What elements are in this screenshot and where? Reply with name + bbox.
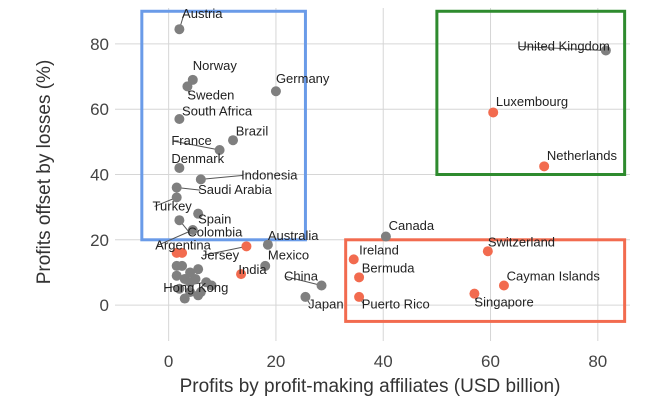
data-point (193, 208, 204, 219)
point-label: Sweden (187, 87, 234, 102)
point-label: Indonesia (241, 167, 298, 182)
point-label: South Africa (182, 104, 253, 119)
point-label: Saudi Arabia (198, 182, 272, 197)
point-label: Argentina (155, 238, 211, 253)
data-points (171, 24, 611, 304)
data-point (488, 107, 499, 118)
top-left-box (140, 9, 307, 242)
data-point (174, 215, 185, 226)
data-point (187, 225, 198, 235)
x-tick-label: 80 (588, 352, 607, 371)
point-label: Austria (182, 6, 223, 21)
point-label: Japan (308, 296, 343, 311)
data-point (262, 239, 273, 250)
data-point (380, 231, 391, 242)
y-axis-label: Profits offset by losses (%) (34, 60, 55, 285)
data-point (195, 174, 206, 185)
label-leader-line (157, 229, 193, 247)
point-label: Turkey (153, 198, 193, 213)
y-tick-label: 20 (90, 231, 109, 250)
data-point (171, 192, 182, 203)
x-tick-label: 20 (266, 352, 285, 371)
point-labels: Austria Norway Sweden Germany South Africa Br… (153, 6, 618, 312)
bottom-right-box (344, 238, 627, 323)
point-label: Canada (389, 218, 435, 233)
data-point (354, 272, 365, 283)
point-label: Puerto Rico (362, 296, 430, 311)
point-label: Ireland (359, 242, 399, 257)
data-point (214, 145, 225, 156)
point-label: Cayman Islands (507, 269, 601, 284)
tick-labels: 0 20 40 60 80 0 20 40 60 80 (90, 35, 607, 371)
data-point (300, 291, 311, 302)
data-point (171, 270, 182, 281)
y-tick-label: 0 (100, 296, 109, 315)
label-leader-line (200, 174, 244, 180)
x-tick-label: 60 (481, 352, 500, 371)
point-label: Norway (193, 58, 238, 73)
point-label: Colombia (187, 225, 243, 240)
data-point (171, 182, 182, 193)
data-point (174, 24, 185, 35)
data-point (498, 280, 509, 291)
point-label: India (238, 262, 267, 277)
point-label: Brazil (236, 123, 269, 138)
data-point (270, 86, 281, 97)
data-point (193, 290, 204, 301)
point-label: Switzerland (488, 234, 555, 249)
point-label: Bermuda (362, 260, 416, 275)
data-point (177, 247, 188, 258)
point-label: China (284, 269, 319, 284)
label-leader-line (285, 276, 322, 286)
point-label: Australia (268, 228, 319, 243)
x-axis-label: Profits by profit-making affiliates (USD… (180, 376, 561, 397)
data-point (177, 260, 188, 271)
data-point (201, 277, 212, 288)
data-point (174, 114, 185, 124)
data-point (482, 246, 493, 257)
data-point (185, 277, 196, 288)
point-label: Spain (198, 211, 231, 226)
point-label: Hong Kong (163, 280, 228, 295)
y-tick-label: 60 (90, 100, 109, 119)
data-point (174, 283, 185, 294)
label-leader-line (202, 245, 247, 256)
top-right-box (435, 9, 627, 176)
data-point (241, 241, 252, 252)
highlight-boxes (140, 9, 627, 323)
point-label: France (171, 133, 211, 148)
point-label: Netherlands (547, 148, 618, 163)
point-label: Denmark (171, 151, 224, 166)
data-point (182, 81, 193, 92)
data-point (179, 293, 190, 304)
point-label: Singapore (474, 295, 533, 310)
point-label: Germany (276, 71, 330, 86)
point-label: Luxembourg (496, 94, 568, 109)
y-tick-label: 80 (90, 35, 109, 54)
data-point (348, 254, 359, 265)
x-tick-label: 40 (374, 352, 393, 371)
y-tick-label: 40 (90, 166, 109, 185)
label-leader-line (173, 140, 220, 151)
label-leader-line (165, 281, 207, 289)
data-point (539, 161, 550, 172)
data-point (600, 45, 611, 56)
data-point (193, 264, 204, 275)
data-point (174, 162, 185, 173)
point-label: Jersey (201, 247, 240, 262)
point-label: Mexico (268, 247, 309, 262)
data-point (236, 269, 247, 280)
data-point (354, 291, 365, 302)
data-point (469, 288, 480, 299)
data-point (228, 135, 239, 146)
data-point (316, 280, 327, 291)
data-point (260, 260, 271, 271)
label-leader-line (519, 45, 606, 51)
point-label: United Kingdom (517, 38, 610, 53)
x-tick-label: 0 (164, 352, 173, 371)
